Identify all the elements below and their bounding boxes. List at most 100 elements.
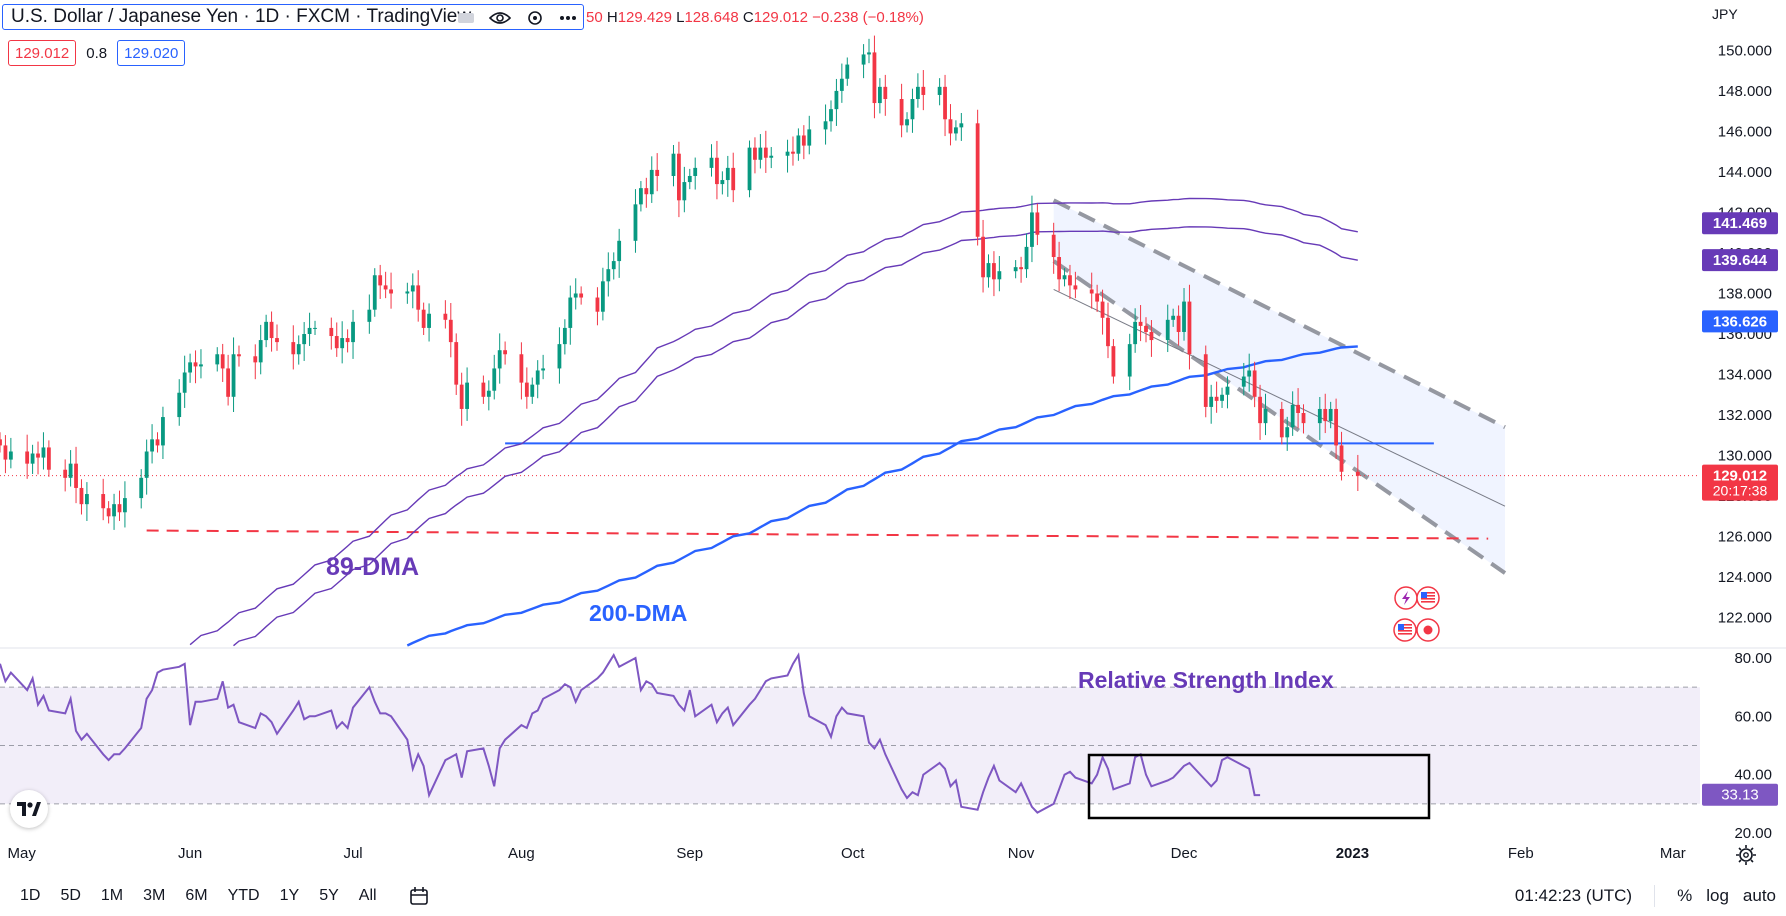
candle-body — [899, 99, 904, 126]
candle — [199, 349, 203, 379]
trade-buttons: 129.012 0.8 129.020 — [8, 40, 186, 66]
timeframe-5d[interactable]: 5D — [60, 887, 81, 904]
candle-body — [443, 313, 448, 320]
candle — [296, 335, 301, 365]
candle — [291, 325, 296, 370]
ohlc-values: 50 H129.429 L128.648 C129.012 −0.238 (−0… — [586, 9, 924, 26]
gear-icon[interactable] — [1735, 844, 1757, 866]
candle-body — [144, 451, 149, 478]
price-tick-label: 124.000 — [1718, 569, 1772, 586]
timeframe-1m[interactable]: 1M — [100, 887, 124, 904]
candle-body — [351, 321, 355, 343]
candle — [1258, 384, 1262, 440]
candle-body — [562, 327, 567, 345]
currency-label[interactable]: JPY — [1712, 6, 1738, 22]
candle — [633, 189, 638, 253]
symbol-title: U.S. Dollar / Japanese Yen · 1D · FXCM ·… — [11, 6, 472, 27]
candle — [1138, 305, 1143, 342]
candle-body — [492, 368, 497, 391]
candle-body — [948, 119, 953, 134]
candle — [1062, 268, 1067, 287]
candle-body — [1328, 408, 1333, 422]
candle-body — [720, 180, 725, 185]
candle — [1214, 381, 1219, 413]
channel-mid-line — [1053, 288, 1506, 507]
timeframe-1d[interactable]: 1D — [20, 887, 41, 904]
candle-body — [1187, 301, 1192, 355]
candle — [1057, 241, 1062, 292]
candle-body — [41, 447, 46, 458]
candle-body — [226, 368, 231, 397]
candle — [801, 125, 806, 160]
candle — [1051, 222, 1056, 274]
candle-body — [655, 169, 660, 176]
candle-body — [123, 498, 127, 513]
candle — [655, 153, 660, 192]
percent-toggle[interactable]: % — [1677, 886, 1693, 905]
candle-body — [329, 327, 334, 337]
candle — [492, 354, 497, 400]
candle — [535, 360, 540, 399]
candle-body — [617, 240, 622, 262]
flag-stripe — [1398, 633, 1412, 635]
candle-body — [334, 336, 339, 349]
candle-body — [269, 321, 274, 339]
candle — [329, 317, 334, 350]
timeframe-3m[interactable]: 3M — [143, 887, 166, 904]
candle-body — [981, 236, 985, 278]
symbol-header[interactable]: U.S. Dollar / Japanese Yen · 1D · FXCM ·… — [2, 4, 584, 30]
log-toggle[interactable]: log — [1706, 886, 1729, 905]
tradingview-logo-icon[interactable] — [10, 790, 48, 828]
timeframe-5y[interactable]: 5Y — [319, 887, 339, 904]
candle-body — [747, 147, 752, 191]
more-icon[interactable] — [559, 15, 577, 21]
settings-icon[interactable] — [525, 8, 545, 28]
candle-body — [275, 338, 279, 343]
candle — [1068, 264, 1072, 299]
candle — [677, 141, 681, 218]
candle — [1252, 361, 1257, 408]
candle-body — [801, 135, 806, 146]
hide-icon[interactable] — [457, 11, 475, 25]
candle — [807, 115, 812, 155]
clock[interactable]: 01:42:23 (UTC) — [1514, 886, 1633, 905]
candle — [600, 267, 605, 321]
candle-body — [1133, 321, 1138, 345]
timeframe-6m[interactable]: 6M — [185, 887, 208, 904]
candle-body — [1279, 408, 1284, 438]
eye-icon[interactable] — [489, 11, 511, 25]
candle-body — [36, 453, 40, 458]
candle — [231, 337, 236, 412]
timeframe-ytd[interactable]: YTD — [227, 887, 260, 904]
candle — [671, 144, 676, 187]
candle — [910, 88, 915, 133]
timeframe-all[interactable]: All — [358, 887, 377, 904]
candle — [1149, 320, 1154, 357]
candle-body — [503, 350, 508, 355]
candle — [36, 441, 40, 475]
time-tick-label: Jul — [343, 845, 362, 862]
calendar-range-icon[interactable] — [409, 886, 431, 906]
timeframe-1y[interactable]: 1Y — [279, 887, 300, 904]
candle — [959, 112, 964, 141]
flag-us-icon — [1416, 586, 1440, 610]
candle — [573, 278, 578, 310]
candle — [101, 478, 106, 521]
sell-button[interactable]: 129.012 — [8, 40, 77, 66]
time-tick-label: Sep — [676, 845, 703, 862]
candle — [1225, 376, 1230, 409]
candle-body — [524, 382, 529, 397]
candle-body — [177, 392, 182, 418]
price-tag — [1702, 310, 1778, 333]
flag-us-icon — [1393, 618, 1417, 642]
candle-body — [579, 293, 584, 298]
candle — [481, 375, 486, 404]
auto-toggle[interactable]: auto — [1742, 886, 1776, 905]
candle — [975, 109, 980, 246]
candle — [530, 377, 535, 404]
buy-button[interactable]: 129.020 — [117, 40, 186, 66]
annotation-200-dma: 200-DMA — [589, 600, 687, 626]
candle — [448, 303, 453, 358]
candle — [769, 147, 774, 169]
